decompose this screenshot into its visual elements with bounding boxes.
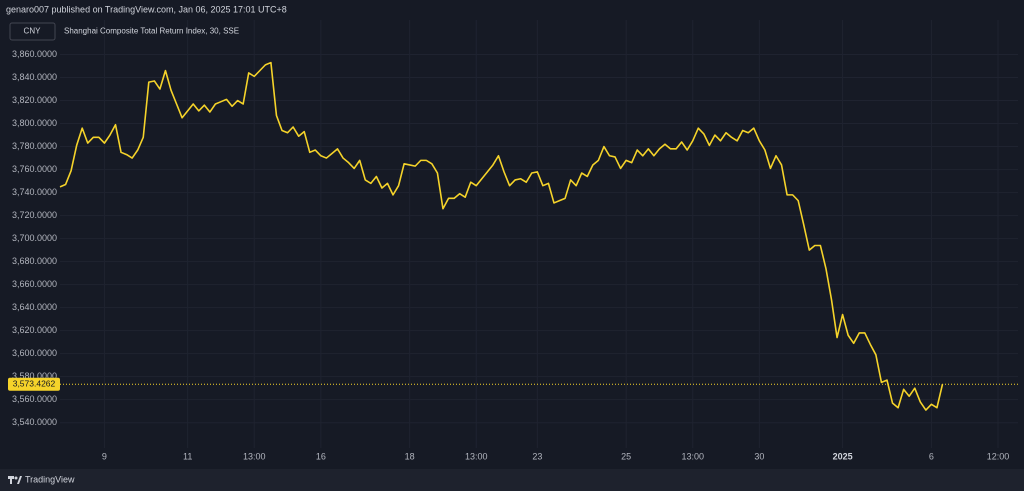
last-price-box (8, 377, 60, 391)
x-tick-label: 12:00 (987, 451, 1010, 461)
y-tick-label: 3,720.0000 (12, 210, 57, 220)
footer-bar (0, 469, 1024, 491)
x-tick-label: 13:00 (681, 451, 704, 461)
plot-area (59, 20, 1018, 448)
currency[interactable]: CNY (24, 27, 42, 36)
y-tick-label: 3,780.0000 (12, 141, 57, 151)
publish-header: genaro007 published on TradingView.com, … (6, 4, 287, 14)
chart-title: Shanghai Composite Total Return Index, 3… (64, 27, 239, 36)
y-tick-label: 3,600.0000 (12, 348, 57, 358)
footer-brand: TradingView (25, 474, 75, 484)
tradingview-logo (8, 476, 22, 484)
y-tick-label: 3,680.0000 (12, 256, 57, 266)
y-tick-label: 3,760.0000 (12, 164, 57, 174)
x-tick-label: 13:00 (243, 451, 266, 461)
y-tick-label: 3,540.0000 (12, 417, 57, 427)
last-price-label: 3,573.4262 (13, 378, 56, 388)
x-tick-label: 13:00 (465, 451, 488, 461)
x-tick-label: 6 (929, 451, 934, 461)
y-tick-label: 3,560.0000 (12, 394, 57, 404)
y-tick-label: 3,800.0000 (12, 118, 57, 128)
x-tick-label: 9 (102, 451, 107, 461)
y-tick-label: 3,820.0000 (12, 95, 57, 105)
y-tick-label: 3,640.0000 (12, 302, 57, 312)
y-tick-label: 3,580.0000 (12, 371, 57, 381)
currency-box[interactable] (9, 22, 56, 41)
price-line (59, 61, 944, 411)
x-tick-label: 18 (405, 451, 415, 461)
x-tick-label: 25 (621, 451, 631, 461)
x-tick-label: 2025 (833, 451, 853, 461)
x-tick-label: 16 (316, 451, 326, 461)
y-tick-label: 3,620.0000 (12, 325, 57, 335)
x-tick-label: 23 (532, 451, 542, 461)
y-tick-label: 3,860.0000 (12, 49, 57, 59)
y-tick-label: 3,700.0000 (12, 233, 57, 243)
y-tick-label: 3,740.0000 (12, 187, 57, 197)
x-tick-label: 30 (754, 451, 764, 461)
y-tick-label: 3,840.0000 (12, 72, 57, 82)
x-tick-label: 11 (183, 451, 192, 461)
y-tick-label: 3,660.0000 (12, 279, 57, 289)
